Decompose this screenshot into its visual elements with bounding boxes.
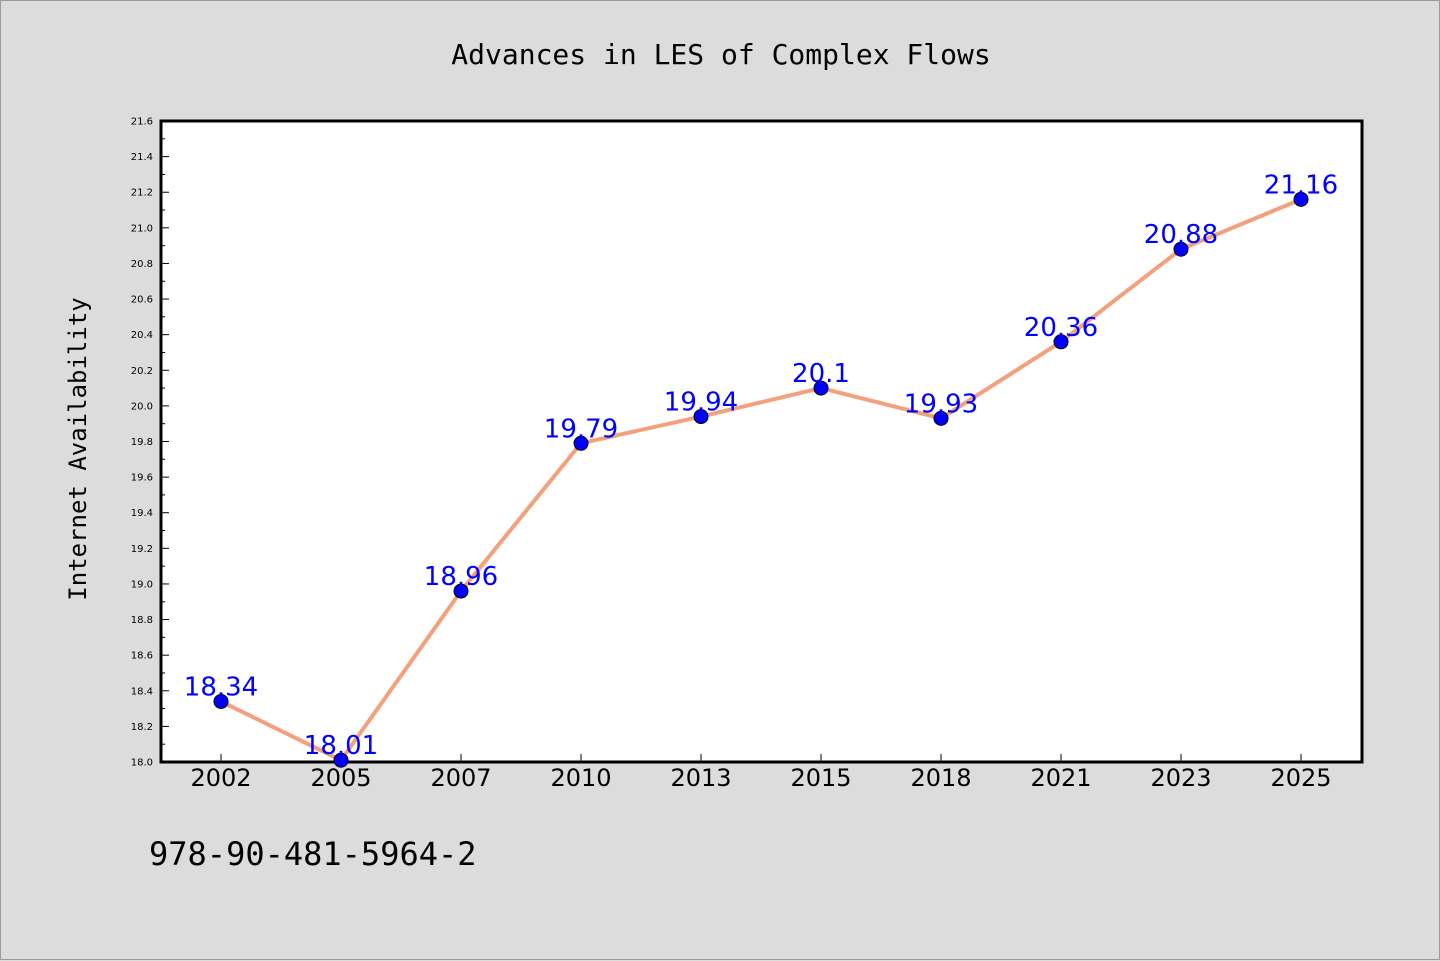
y-tick-label: 18.6 [131,651,153,662]
y-tick-label: 18.2 [131,722,153,733]
y-tick-label: 21.4 [131,152,153,163]
y-axis: 18.0 18.2 18.4 18.6 18.8 19.0 19.2 19.4 19.6 19.8… [131,117,169,769]
y-tick-label: 20.6 [131,295,153,306]
plot-area [159,119,1364,764]
y-tick-label: 18.8 [131,615,153,626]
data-label: 18.01 [304,731,378,761]
data-label: 20.88 [1144,220,1218,250]
data-point [573,435,589,451]
data-label: 18.34 [184,672,258,702]
y-tick-label: 20.0 [131,401,153,412]
data-point [813,380,829,396]
y-tick-label: 21.0 [131,223,153,234]
data-label: 21.16 [1264,170,1338,200]
y-tick-label: 18.4 [131,686,153,697]
y-axis-label: Internet Availability [64,297,92,600]
y-tick-label: 19.6 [131,473,153,484]
data-label: 18.96 [424,562,498,592]
y-tick-label: 20.4 [131,330,153,341]
y-tick-label: 20.8 [131,259,153,270]
data-label: 20.36 [1024,313,1098,343]
x-tick-label: 2010 [550,764,611,792]
y-tick-label: 19.8 [131,437,153,448]
y-tick-label: 19.4 [131,508,153,519]
series-group: 18.34 18.01 18.96 19.79 19.94 20.1 19.93 20.36 2… [184,170,1338,768]
data-point [693,409,709,425]
x-tick-label: 2002 [190,764,251,792]
series-line [220,197,1302,763]
chart-title: Advances in LES of Complex Flows [451,38,990,71]
x-axis: 2002 2005 2007 2010 2013 2015 2018 2021 2023 2025 [190,754,1332,792]
y-tick-label: 21.2 [131,188,153,199]
y-tick-label: 19.2 [131,544,153,555]
y-tick-label: 18.0 [131,758,153,769]
x-tick-label: 2007 [430,764,491,792]
footer-isbn: 978-90-481-5964-2 [149,835,477,873]
x-tick-label: 2015 [790,764,851,792]
data-label: 20.1 [792,359,850,389]
y-tick-label: 19.0 [131,579,153,590]
data-point [213,693,229,709]
data-label: 19.94 [664,388,738,418]
data-point [1173,241,1189,257]
x-tick-label: 2013 [670,764,731,792]
x-tick-label: 2023 [1150,764,1211,792]
x-tick-label: 2021 [1030,764,1091,792]
data-point [1293,191,1309,207]
x-tick-label: 2018 [910,764,971,792]
data-point [333,752,349,768]
x-tick-label: 2005 [310,764,371,792]
data-point [1053,334,1069,350]
y-tick-label: 20.2 [131,366,153,377]
data-label: 19.79 [544,414,618,444]
data-label: 19.93 [904,389,978,419]
x-tick-label: 2025 [1270,764,1331,792]
y-tick-label: 21.6 [131,117,153,128]
data-point [933,410,949,426]
data-point [453,583,469,599]
